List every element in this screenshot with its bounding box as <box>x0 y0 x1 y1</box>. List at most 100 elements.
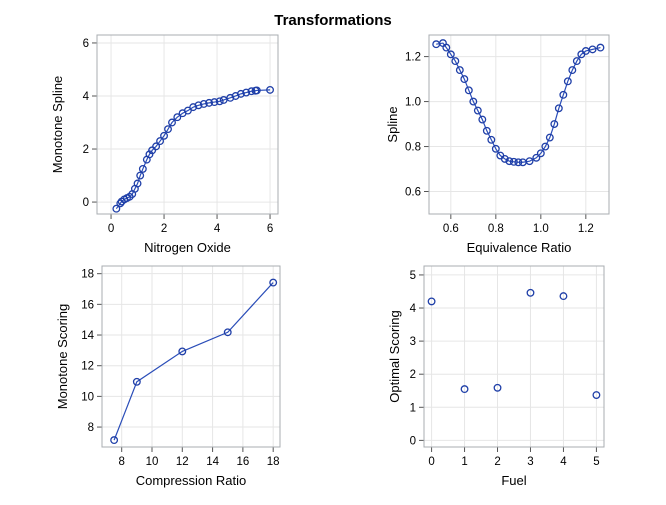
y-tick-label: 8 <box>88 422 94 434</box>
data-point <box>138 164 147 173</box>
data-point <box>427 297 436 306</box>
x-tick-label: 3 <box>527 456 533 468</box>
data-point <box>160 131 168 140</box>
data-point <box>132 377 141 386</box>
data-point <box>451 57 460 66</box>
data-point <box>446 50 455 59</box>
data-point <box>536 149 545 158</box>
x-tick-label: 1 <box>461 456 467 468</box>
data-point <box>568 66 577 75</box>
x-tick-label: 12 <box>176 456 189 468</box>
data-point <box>156 137 165 146</box>
data-point <box>183 106 192 115</box>
data-point <box>189 103 198 112</box>
x-tick-label: 4 <box>560 456 567 468</box>
data-point <box>269 278 278 287</box>
y-axis-label: Monotone Scoring <box>55 304 70 410</box>
data-point <box>505 157 514 166</box>
y-tick-label: 12 <box>81 361 94 373</box>
data-point <box>509 157 518 166</box>
y-tick-label: 1.2 <box>405 52 421 64</box>
y-tick-label: 0.8 <box>405 142 421 154</box>
data-point <box>478 115 487 124</box>
x-tick-label: 10 <box>146 456 159 468</box>
data-point <box>199 99 208 108</box>
x-tick-label: 5 <box>593 456 599 468</box>
data-point <box>592 391 601 399</box>
data-point <box>247 87 256 96</box>
x-axis-label: Equivalence Ratio <box>467 240 572 255</box>
plot-frame <box>428 34 610 215</box>
data-point <box>194 101 203 110</box>
plot-frame <box>101 265 281 448</box>
y-tick-label: 2 <box>410 369 416 381</box>
y-tick-label: 4 <box>410 303 417 315</box>
x-axis-label: Fuel <box>501 473 526 488</box>
data-point <box>215 97 224 106</box>
x-tick-label: 0 <box>428 456 434 468</box>
x-tick-label: 4 <box>214 223 221 235</box>
data-point <box>178 347 187 356</box>
data-point <box>173 113 182 122</box>
plot-frame <box>96 34 279 215</box>
y-tick-label: 0 <box>83 197 89 209</box>
data-point <box>596 43 605 52</box>
data-point <box>545 133 554 142</box>
y-tick-label: 16 <box>81 299 94 311</box>
data-point <box>116 199 125 208</box>
data-point <box>223 328 232 337</box>
data-point <box>455 66 464 75</box>
data-point <box>563 77 572 86</box>
x-tick-label: 1.0 <box>533 223 549 235</box>
data-point <box>559 292 568 301</box>
y-tick-label: 6 <box>83 38 89 50</box>
y-axis-label: Optimal Scoring <box>387 310 402 402</box>
data-point <box>559 90 568 99</box>
data-point <box>136 171 145 180</box>
data-point <box>110 436 119 445</box>
y-tick-label: 2 <box>83 144 89 156</box>
data-point <box>493 383 502 392</box>
data-point <box>133 179 142 188</box>
y-tick-label: 3 <box>410 336 416 348</box>
x-tick-label: 1.2 <box>578 223 594 235</box>
data-point <box>460 385 469 394</box>
data-point <box>526 288 535 297</box>
x-tick-label: 2 <box>494 456 500 468</box>
data-point <box>491 144 500 153</box>
data-point <box>487 135 496 144</box>
x-tick-label: 0.6 <box>443 223 459 235</box>
x-tick-label: 18 <box>267 456 280 468</box>
data-point <box>464 86 473 95</box>
data-point <box>148 146 157 155</box>
data-point <box>210 98 219 107</box>
series-line <box>436 42 601 163</box>
data-point <box>525 157 534 166</box>
x-axis-label: Compression Ratio <box>136 473 247 488</box>
y-tick-label: 10 <box>81 391 94 403</box>
data-point <box>541 142 550 151</box>
data-point <box>588 45 597 54</box>
data-point <box>266 85 274 94</box>
y-tick-label: 0.6 <box>405 187 421 199</box>
data-point <box>442 43 451 52</box>
data-point <box>550 120 559 129</box>
y-tick-label: 14 <box>81 330 94 342</box>
x-tick-label: 6 <box>267 223 273 235</box>
data-point <box>152 142 161 151</box>
chart-title: Transformations <box>274 12 392 29</box>
y-tick-label: 5 <box>410 270 416 282</box>
y-tick-label: 1 <box>410 402 416 414</box>
data-point <box>168 118 176 127</box>
data-point <box>554 104 563 113</box>
x-tick-label: 8 <box>118 456 124 468</box>
data-point <box>532 153 541 162</box>
data-point <box>460 75 469 84</box>
data-point <box>469 97 478 106</box>
data-point <box>236 89 245 98</box>
data-point <box>473 106 482 115</box>
y-axis-label: Monotone Spline <box>50 76 65 174</box>
data-point <box>242 88 251 97</box>
